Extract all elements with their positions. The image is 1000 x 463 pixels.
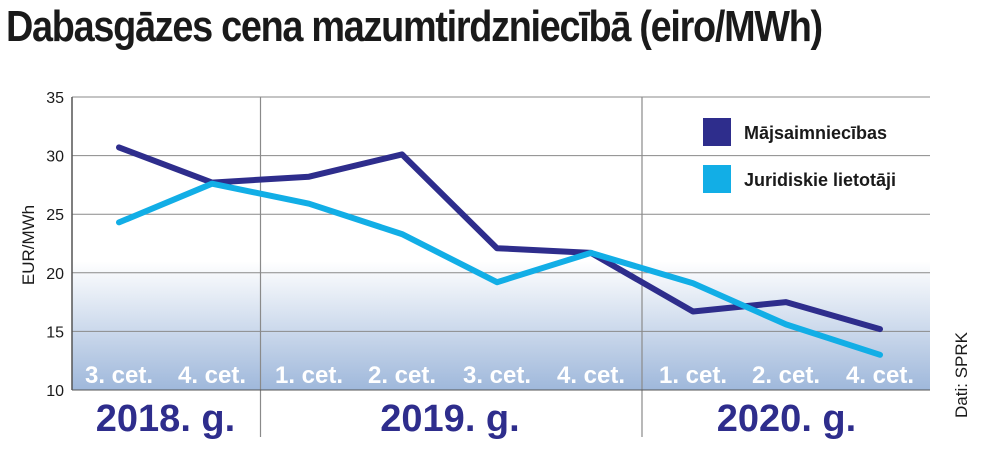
y-axis-label: EUR/MWh (19, 205, 38, 285)
series-line (116, 144, 883, 333)
y-tick-label: 20 (46, 266, 64, 283)
legend-swatch (703, 118, 731, 146)
category-label: 3. cet. (463, 362, 531, 389)
category-label: 2. cet. (752, 362, 820, 389)
y-tick-label: 35 (46, 90, 64, 107)
category-label: 3. cet. (85, 362, 153, 389)
y-tick-label: 15 (46, 324, 64, 341)
category-label: 1. cet. (659, 362, 727, 389)
x-axis-years: 2018. g. 2019. g. 2020. g. (96, 398, 856, 440)
legend: Mājsaimniecības Juridiskie lietotāji (703, 118, 896, 193)
category-label: 1. cet. (275, 362, 343, 389)
grid-lines (72, 96, 930, 332)
year-label: 2018. g. (96, 398, 235, 440)
legend-label: Juridiskie lietotāji (744, 170, 896, 190)
category-label: 2. cet. (368, 362, 436, 389)
chart-title: Dabasgāzes cena mazumtirdzniecībā (eiro/… (6, 2, 823, 51)
year-label: 2020. g. (717, 398, 856, 440)
source-note: Dati: SPRK (952, 331, 971, 418)
year-label: 2019. g. (380, 398, 519, 440)
category-label: 4. cet. (557, 362, 625, 389)
legend-swatch (703, 165, 731, 193)
legend-label: Mājsaimniecības (744, 123, 887, 143)
y-tick-label: 10 (46, 383, 64, 400)
category-label: 4. cet. (178, 362, 246, 389)
y-tick-label: 30 (46, 149, 64, 166)
y-tick-label: 25 (46, 207, 64, 224)
category-label: 4. cet. (846, 362, 914, 389)
series-line (116, 180, 883, 358)
x-axis-categories: 3. cet. 4. cet. 1. cet. 2. cet. 3. cet. 4. ce… (85, 362, 914, 389)
series-lines (116, 144, 883, 358)
y-axis: 10 15 20 25 30 35 (46, 90, 930, 400)
